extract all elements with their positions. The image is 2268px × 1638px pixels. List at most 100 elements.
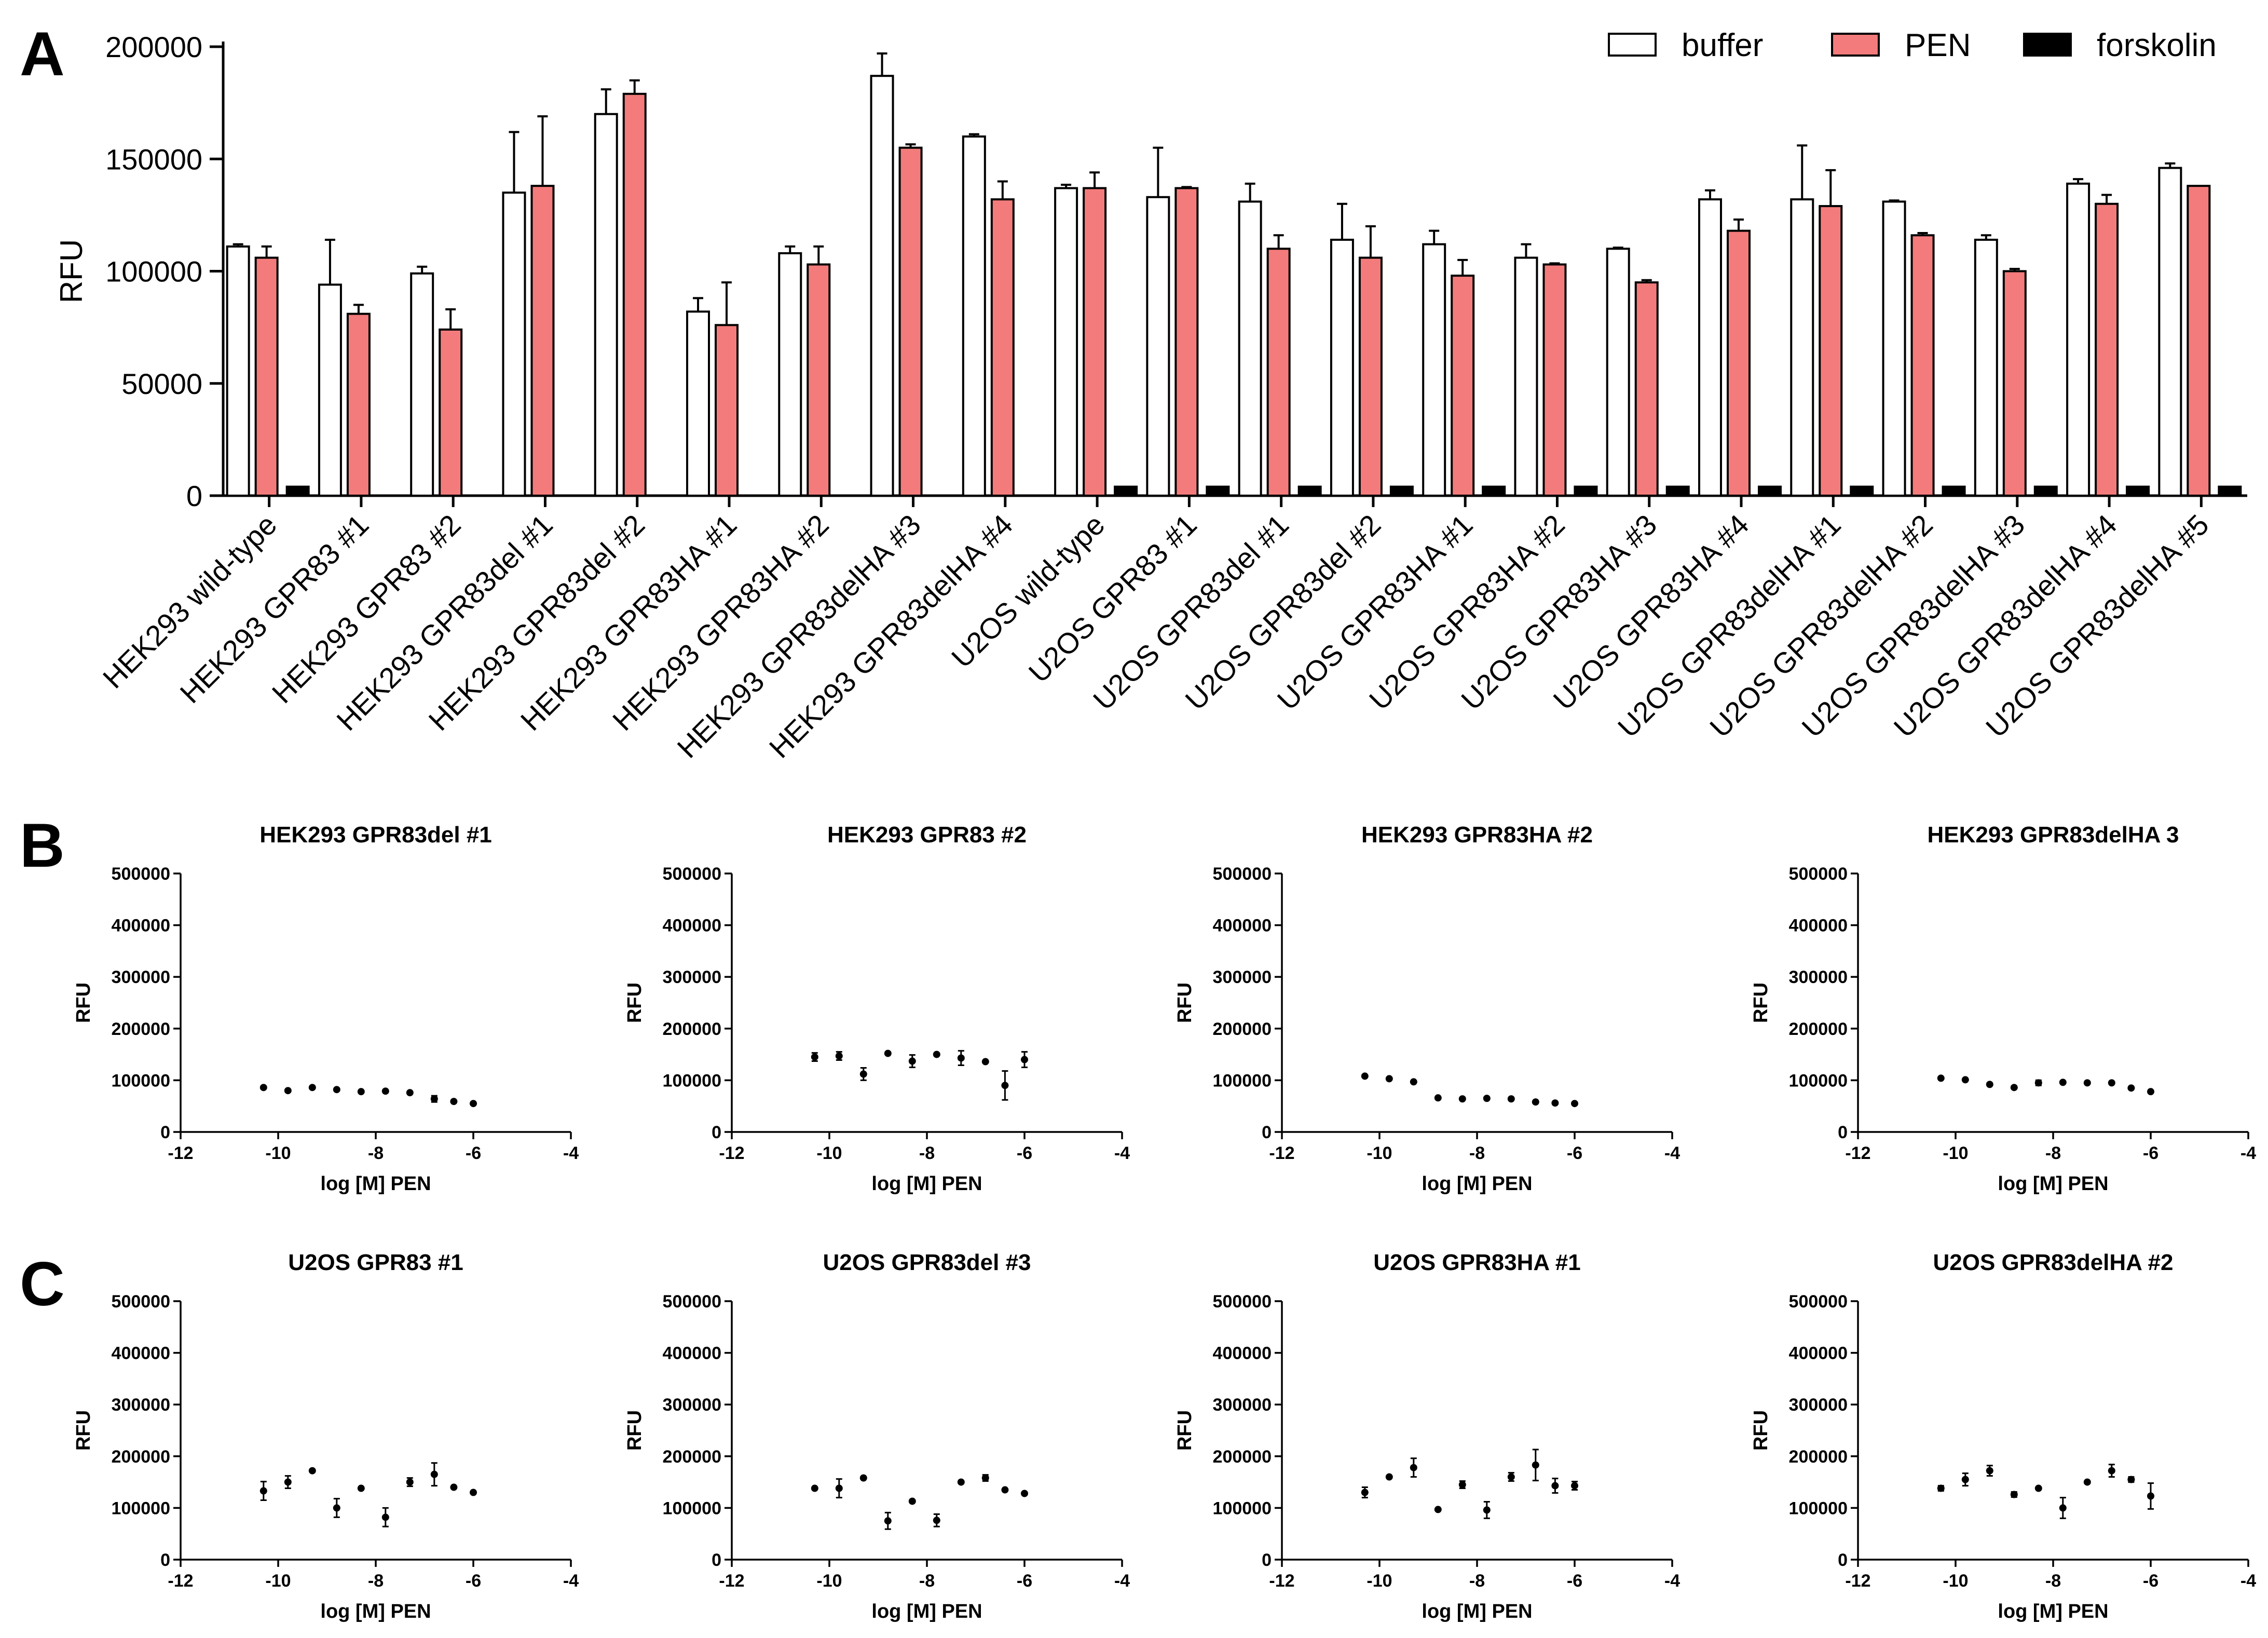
- data-point: [1571, 1482, 1578, 1490]
- x-tick-label: -12: [1845, 1571, 1870, 1591]
- bar-pen: [1358, 256, 1383, 497]
- data-point: [1571, 1100, 1578, 1108]
- y-tick-label: 200000: [112, 1019, 170, 1039]
- data-point: [1361, 1489, 1369, 1496]
- bar-forskolin: [1389, 485, 1414, 497]
- x-tick-label: -12: [1845, 1143, 1870, 1163]
- x-tick-label: -8: [2045, 1143, 2061, 1163]
- y-tick-label: 400000: [663, 916, 721, 936]
- plot-title: HEK293 GPR83 #2: [827, 822, 1027, 848]
- data-point: [1937, 1074, 1945, 1082]
- y-tick-label: 500000: [1213, 864, 1272, 884]
- plot-title: HEK293 GPR83del #1: [259, 822, 492, 848]
- data-point: [259, 1084, 267, 1091]
- x-tick-label: -6: [2143, 1571, 2158, 1591]
- data-point: [1551, 1482, 1559, 1490]
- error-bar: [445, 308, 456, 330]
- error-bar: [2101, 194, 2112, 204]
- y-tick-label: 200000: [1213, 1447, 1272, 1467]
- data-point: [933, 1517, 940, 1524]
- error-bar: [353, 304, 364, 314]
- plot-b3: 0 100000 200000 300000 400000 500000 -12 -10 -8 -…: [1174, 822, 1680, 1195]
- bar-buffer: [1974, 238, 1998, 497]
- dose-response-charts: 0 100000 200000 300000 400000 500000 -12 -10 -8 -…: [73, 822, 2256, 1622]
- error-bar: [233, 243, 243, 247]
- bar-pen: [807, 263, 831, 497]
- data-point: [2083, 1478, 2091, 1486]
- bar-forskolin: [1297, 485, 1322, 497]
- data-point: [1937, 1484, 1945, 1492]
- bar-pen: [1451, 275, 1475, 497]
- error-bar: [1521, 243, 1532, 258]
- x-axis-label: log [M] PEN: [871, 1173, 982, 1195]
- bar-pen: [990, 198, 1015, 497]
- bar-buffer: [2066, 182, 2091, 497]
- data-point: [1986, 1081, 1993, 1088]
- bar-pen: [622, 92, 647, 497]
- data-point: [835, 1484, 843, 1492]
- error-bar: [877, 52, 887, 76]
- y-tick-label: 500000: [1789, 1292, 1848, 1312]
- error-bar: [1733, 219, 1744, 231]
- error-bar: [1365, 225, 1376, 258]
- y-tick-label: 100000: [1213, 1498, 1272, 1518]
- category-label: U2OS GPR83 #1: [1022, 508, 1203, 689]
- x-tick-label: -4: [1114, 1571, 1130, 1591]
- x-tick-label: -4: [563, 1143, 579, 1163]
- error-bar: [905, 143, 916, 148]
- bar-pen: [2002, 270, 2027, 497]
- y-axis-label: RFU: [73, 982, 94, 1023]
- plot-c2: 0 100000 200000 300000 400000 500000 -12 -10 -8 -…: [624, 1250, 1130, 1622]
- data-point: [357, 1484, 365, 1492]
- error-bar: [1153, 146, 1164, 197]
- error-bar: [1273, 234, 1284, 249]
- error-bar: [2009, 268, 2020, 271]
- bar-pen: [1634, 281, 1659, 497]
- data-point: [470, 1489, 477, 1496]
- error-bar: [1181, 186, 1192, 188]
- data-point: [811, 1053, 818, 1061]
- error-bar: [1336, 202, 1347, 240]
- x-tick-label: -12: [719, 1143, 744, 1163]
- error-bar: [1705, 189, 1715, 200]
- y-tick-label: 200000: [1213, 1019, 1272, 1039]
- y-tick-label: 300000: [1789, 1395, 1848, 1415]
- error-bar: [1613, 247, 1623, 249]
- plot-c3: 0 100000 200000 300000 400000 500000 -12 -10 -8 -…: [1174, 1250, 1680, 1622]
- y-tick-label: 500000: [1213, 1292, 1272, 1312]
- data-point: [1001, 1082, 1009, 1089]
- data-point: [1410, 1078, 1417, 1086]
- axis-lines: [1857, 1301, 2248, 1561]
- data-point: [2108, 1467, 2115, 1475]
- bar-buffer: [226, 245, 250, 497]
- y-tick-label: 100000: [1213, 1071, 1272, 1090]
- x-tick-label: -8: [1469, 1571, 1485, 1591]
- y-tick-label: 200000: [663, 1019, 721, 1039]
- error-bar: [1089, 171, 1100, 188]
- bar-buffer: [1054, 187, 1078, 497]
- bar-buffer: [410, 272, 434, 497]
- data-point: [2127, 1476, 2135, 1483]
- bar-pen: [2187, 185, 2211, 497]
- error-bar: [1917, 231, 1928, 236]
- bar-pen: [346, 312, 371, 497]
- error-bar: [2165, 162, 2176, 168]
- bar-pen: [439, 328, 463, 497]
- data-point: [1532, 1098, 1539, 1106]
- data-point: [859, 1474, 867, 1482]
- data-point: [2034, 1079, 2042, 1087]
- y-tick-label: 100000: [1789, 1498, 1848, 1518]
- data-point: [2108, 1079, 2115, 1087]
- bar-forskolin: [1574, 485, 1598, 497]
- axis-lines: [1281, 1301, 1672, 1561]
- data-point: [1507, 1095, 1515, 1103]
- legend-label-pen: PEN: [1905, 28, 1971, 63]
- bar-forskolin: [1758, 485, 1782, 497]
- y-tick-label: 300000: [1213, 967, 1272, 987]
- data-point: [357, 1088, 365, 1096]
- data-point: [1532, 1461, 1539, 1469]
- legend-swatch-buffer: [1608, 33, 1657, 57]
- x-tick-label: -6: [1017, 1571, 1032, 1591]
- bar-forskolin: [1206, 485, 1230, 497]
- y-tick-label: 400000: [1213, 916, 1272, 936]
